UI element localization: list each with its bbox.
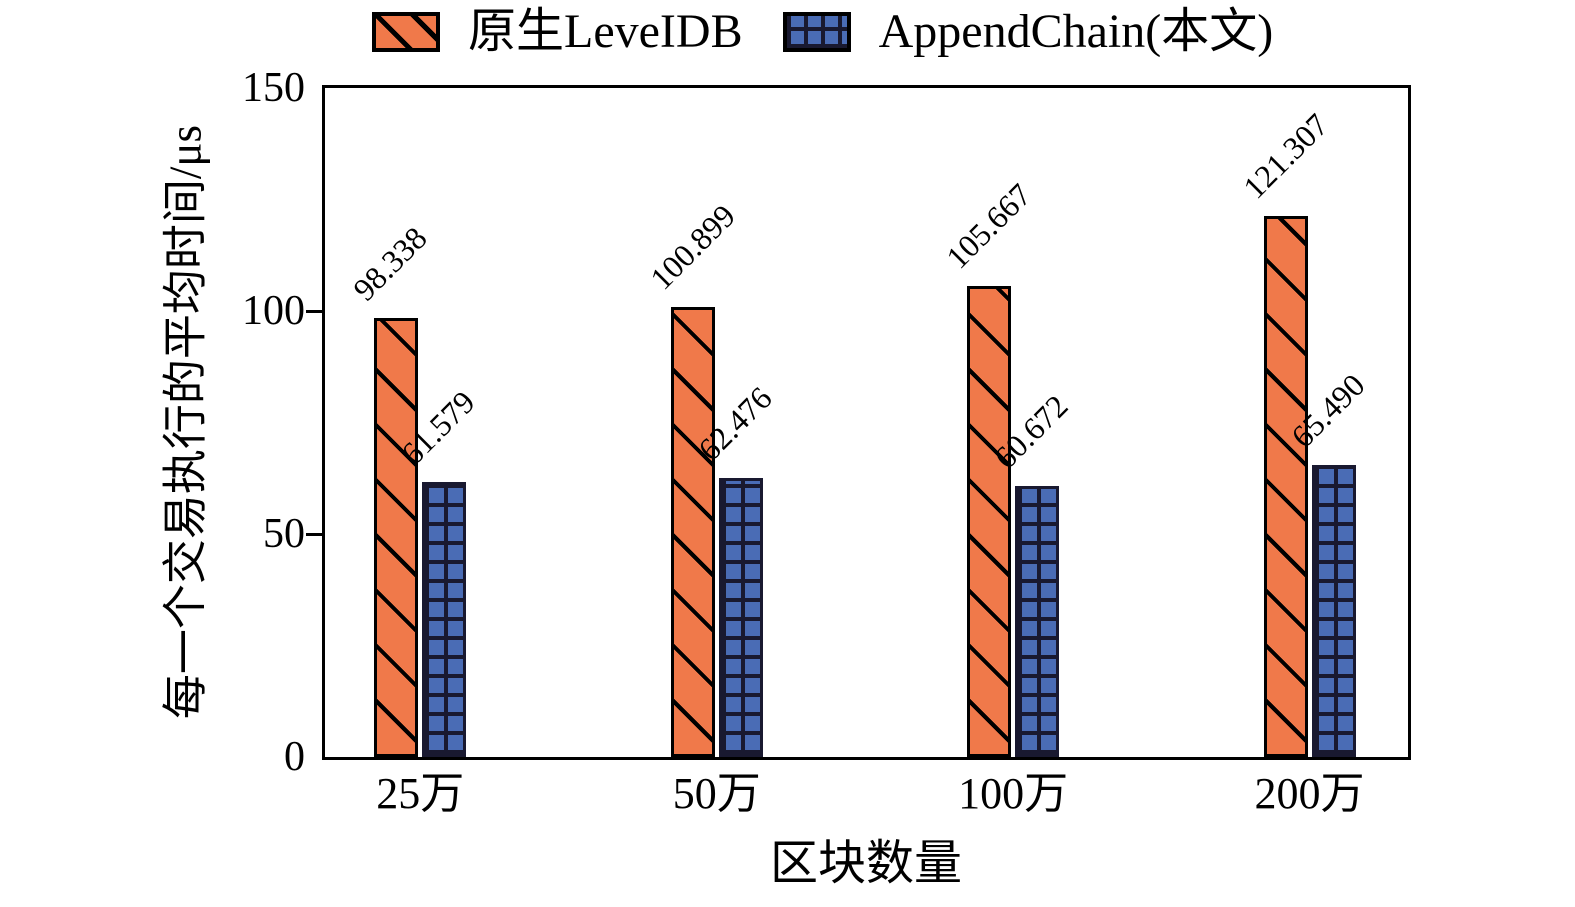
y-tick-mark xyxy=(306,532,322,536)
bar-appendchain-100万 xyxy=(1015,486,1060,757)
x-tick-label: 50万 xyxy=(672,769,761,818)
appendchain-legend-label: AppendChain(本文) xyxy=(878,5,1274,58)
bar-value-label: 121.307 xyxy=(1235,106,1335,206)
bar-value-label: 105.667 xyxy=(939,176,1039,276)
bar-appendchain-200万 xyxy=(1311,464,1356,757)
y-tick-label: 150 xyxy=(242,65,305,111)
bar-leveldb-200万 xyxy=(1263,215,1308,757)
y-tick-label: 100 xyxy=(242,288,305,334)
bar-appendchain-25万 xyxy=(422,482,467,757)
plot-area: 98.338 61.579 100.899 62.476 105.667 60.672 12… xyxy=(322,85,1411,760)
bar-leveldb-50万 xyxy=(670,307,715,757)
y-tick-mark xyxy=(306,309,322,313)
legend: 原生LeveIDB AppendChain(本文) xyxy=(372,5,1274,59)
y-axis-title: 每一个交易执行的平均时间/μs xyxy=(160,124,211,720)
x-axis-title: 区块数量 xyxy=(769,837,963,890)
bar-appendchain-50万 xyxy=(718,478,763,757)
bar-value-label: 100.899 xyxy=(642,197,742,297)
bar-leveldb-25万 xyxy=(374,318,419,757)
x-tick-label: 200万 xyxy=(1254,769,1365,818)
x-tick-label: 25万 xyxy=(376,769,465,818)
legend-item-appendchain: AppendChain(本文) xyxy=(782,5,1274,59)
bar-leveldb-100万 xyxy=(967,285,1012,757)
appendchain-swatch-icon xyxy=(782,12,851,53)
legend-item-leveldb: 原生LeveIDB xyxy=(372,5,743,59)
y-tick-label: 0 xyxy=(284,734,305,780)
x-tick-label: 100万 xyxy=(958,769,1069,818)
leveldb-legend-label: 原生LeveIDB xyxy=(468,5,743,58)
bar-value-label: 98.338 xyxy=(346,220,434,308)
leveldb-swatch-icon xyxy=(372,12,440,53)
y-tick-label: 50 xyxy=(263,511,305,557)
